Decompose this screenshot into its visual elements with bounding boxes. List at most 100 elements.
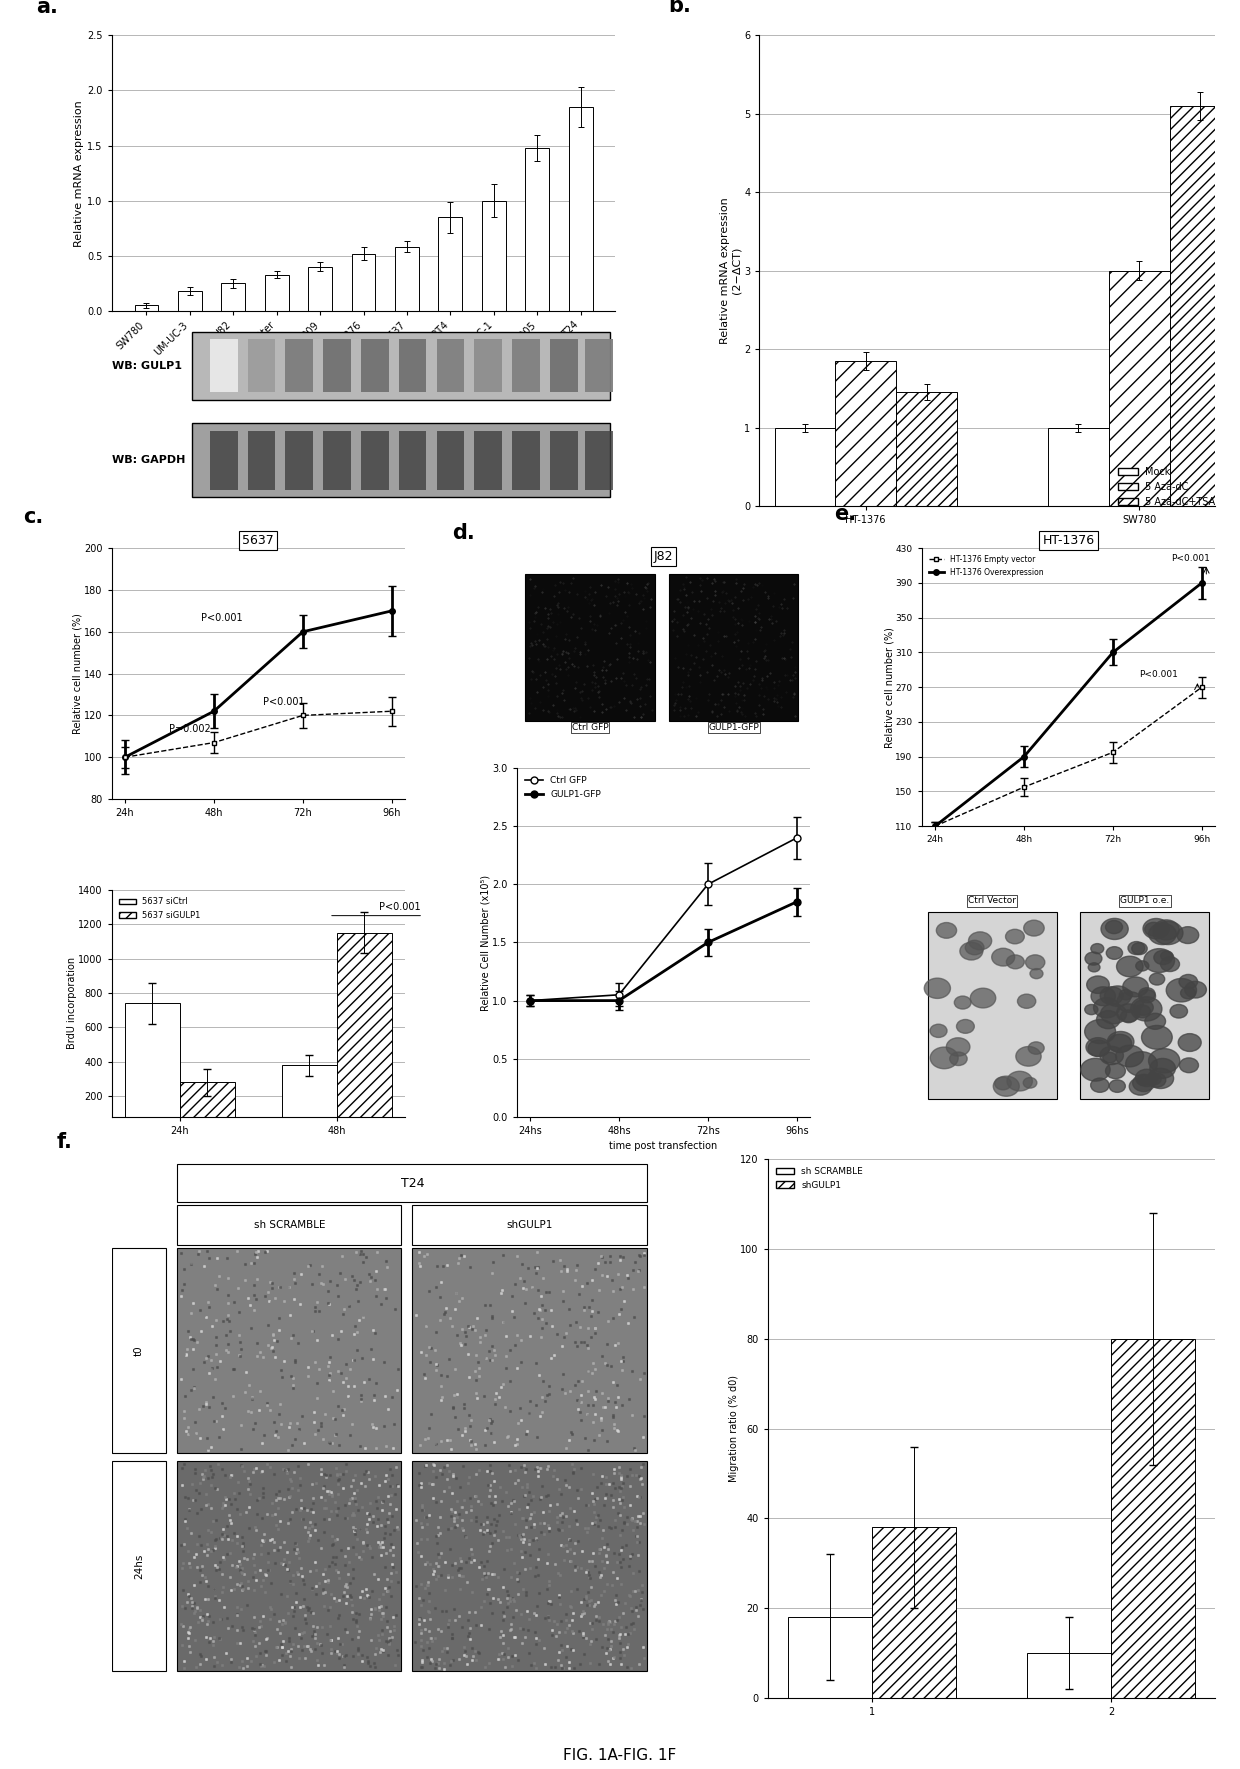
Bar	[569, 106, 593, 311]
Circle shape	[1085, 1005, 1097, 1015]
Circle shape	[1096, 1010, 1120, 1030]
Bar	[512, 340, 539, 393]
Text: b.: b.	[668, 0, 691, 16]
Circle shape	[1018, 994, 1035, 1008]
Text: FIG. 1A-FIG. 1F: FIG. 1A-FIG. 1F	[563, 1748, 677, 1764]
Circle shape	[1094, 998, 1120, 1017]
Title: 5637: 5637	[243, 534, 274, 547]
Bar	[134, 306, 159, 311]
Circle shape	[965, 941, 985, 955]
Circle shape	[1136, 961, 1149, 971]
Circle shape	[1179, 975, 1198, 989]
Text: f.: f.	[57, 1132, 73, 1152]
Bar	[1111, 1339, 1195, 1698]
Bar	[436, 430, 464, 490]
Bar	[585, 430, 613, 490]
Circle shape	[1133, 999, 1153, 1015]
Circle shape	[1091, 943, 1104, 953]
Circle shape	[1178, 1033, 1202, 1051]
Bar	[177, 292, 202, 311]
Circle shape	[1122, 976, 1148, 996]
Bar	[221, 283, 246, 311]
Text: WB: GAPDH: WB: GAPDH	[112, 455, 185, 465]
Circle shape	[946, 1038, 970, 1056]
Legend: Ctrl GFP, GULP1-GFP: Ctrl GFP, GULP1-GFP	[521, 773, 604, 803]
Y-axis label: BrdU incorporation: BrdU incorporation	[67, 957, 77, 1049]
Text: P<0.001: P<0.001	[1140, 670, 1178, 679]
Circle shape	[1023, 1077, 1037, 1088]
Circle shape	[936, 923, 956, 938]
Circle shape	[1154, 950, 1172, 964]
Circle shape	[1121, 1010, 1137, 1022]
Circle shape	[1100, 1045, 1123, 1065]
Bar	[775, 428, 836, 506]
Y-axis label: Relative cell number (%): Relative cell number (%)	[884, 626, 894, 748]
Text: a.: a.	[36, 0, 58, 18]
Bar	[789, 1617, 872, 1698]
Circle shape	[1120, 989, 1132, 999]
Circle shape	[1087, 1040, 1110, 1056]
Circle shape	[1145, 922, 1162, 936]
Circle shape	[1105, 985, 1131, 1007]
Bar	[413, 1247, 647, 1452]
Circle shape	[1116, 1003, 1140, 1022]
Text: GULP1-GFP: GULP1-GFP	[708, 724, 759, 732]
Circle shape	[1101, 1003, 1127, 1024]
Circle shape	[1161, 957, 1179, 971]
Circle shape	[1132, 943, 1147, 955]
Bar	[180, 1083, 234, 1130]
Circle shape	[1138, 987, 1156, 1001]
Circle shape	[930, 1024, 947, 1037]
Bar	[192, 423, 610, 497]
Circle shape	[994, 1077, 1012, 1090]
Circle shape	[1117, 992, 1143, 1012]
Circle shape	[1146, 1074, 1161, 1084]
Bar	[439, 218, 463, 311]
Circle shape	[1016, 1047, 1042, 1067]
Circle shape	[1153, 920, 1179, 939]
Circle shape	[1136, 1068, 1158, 1086]
Bar	[436, 340, 464, 393]
Circle shape	[1086, 1038, 1110, 1056]
Bar	[928, 913, 1056, 1099]
Bar	[112, 1247, 166, 1452]
Circle shape	[1132, 1074, 1154, 1091]
Y-axis label: Relative cell number (%): Relative cell number (%)	[73, 614, 83, 734]
Circle shape	[1149, 1058, 1176, 1079]
Circle shape	[1106, 920, 1122, 934]
Bar	[210, 340, 238, 393]
Bar	[482, 200, 506, 311]
Circle shape	[1126, 1053, 1157, 1076]
Bar	[352, 253, 376, 311]
Circle shape	[1101, 918, 1128, 939]
Circle shape	[1149, 973, 1164, 985]
Bar	[512, 430, 539, 490]
Circle shape	[1109, 1079, 1126, 1093]
Text: sh SCRAMBLE: sh SCRAMBLE	[253, 1221, 325, 1229]
Bar	[309, 267, 332, 311]
Y-axis label: Migration ratio (% d0): Migration ratio (% d0)	[729, 1375, 739, 1482]
Bar	[396, 248, 419, 311]
Bar	[872, 1527, 956, 1698]
Circle shape	[1148, 923, 1177, 945]
Bar	[285, 430, 314, 490]
Text: Ctrl GFP: Ctrl GFP	[572, 724, 609, 732]
Bar	[324, 340, 351, 393]
Circle shape	[1148, 1049, 1179, 1072]
Circle shape	[1184, 982, 1207, 998]
Circle shape	[1143, 948, 1174, 973]
Circle shape	[1086, 976, 1110, 994]
Bar	[475, 430, 502, 490]
Circle shape	[930, 1047, 959, 1068]
Bar	[413, 1461, 647, 1672]
Bar	[361, 430, 388, 490]
Bar	[413, 1205, 647, 1245]
Text: GULP1 o.e.: GULP1 o.e.	[1120, 897, 1169, 906]
Circle shape	[1007, 955, 1024, 969]
Bar	[361, 340, 388, 393]
Bar	[248, 430, 275, 490]
Bar	[177, 1205, 402, 1245]
Bar	[475, 340, 502, 393]
Circle shape	[1030, 969, 1043, 978]
Bar	[585, 340, 613, 393]
